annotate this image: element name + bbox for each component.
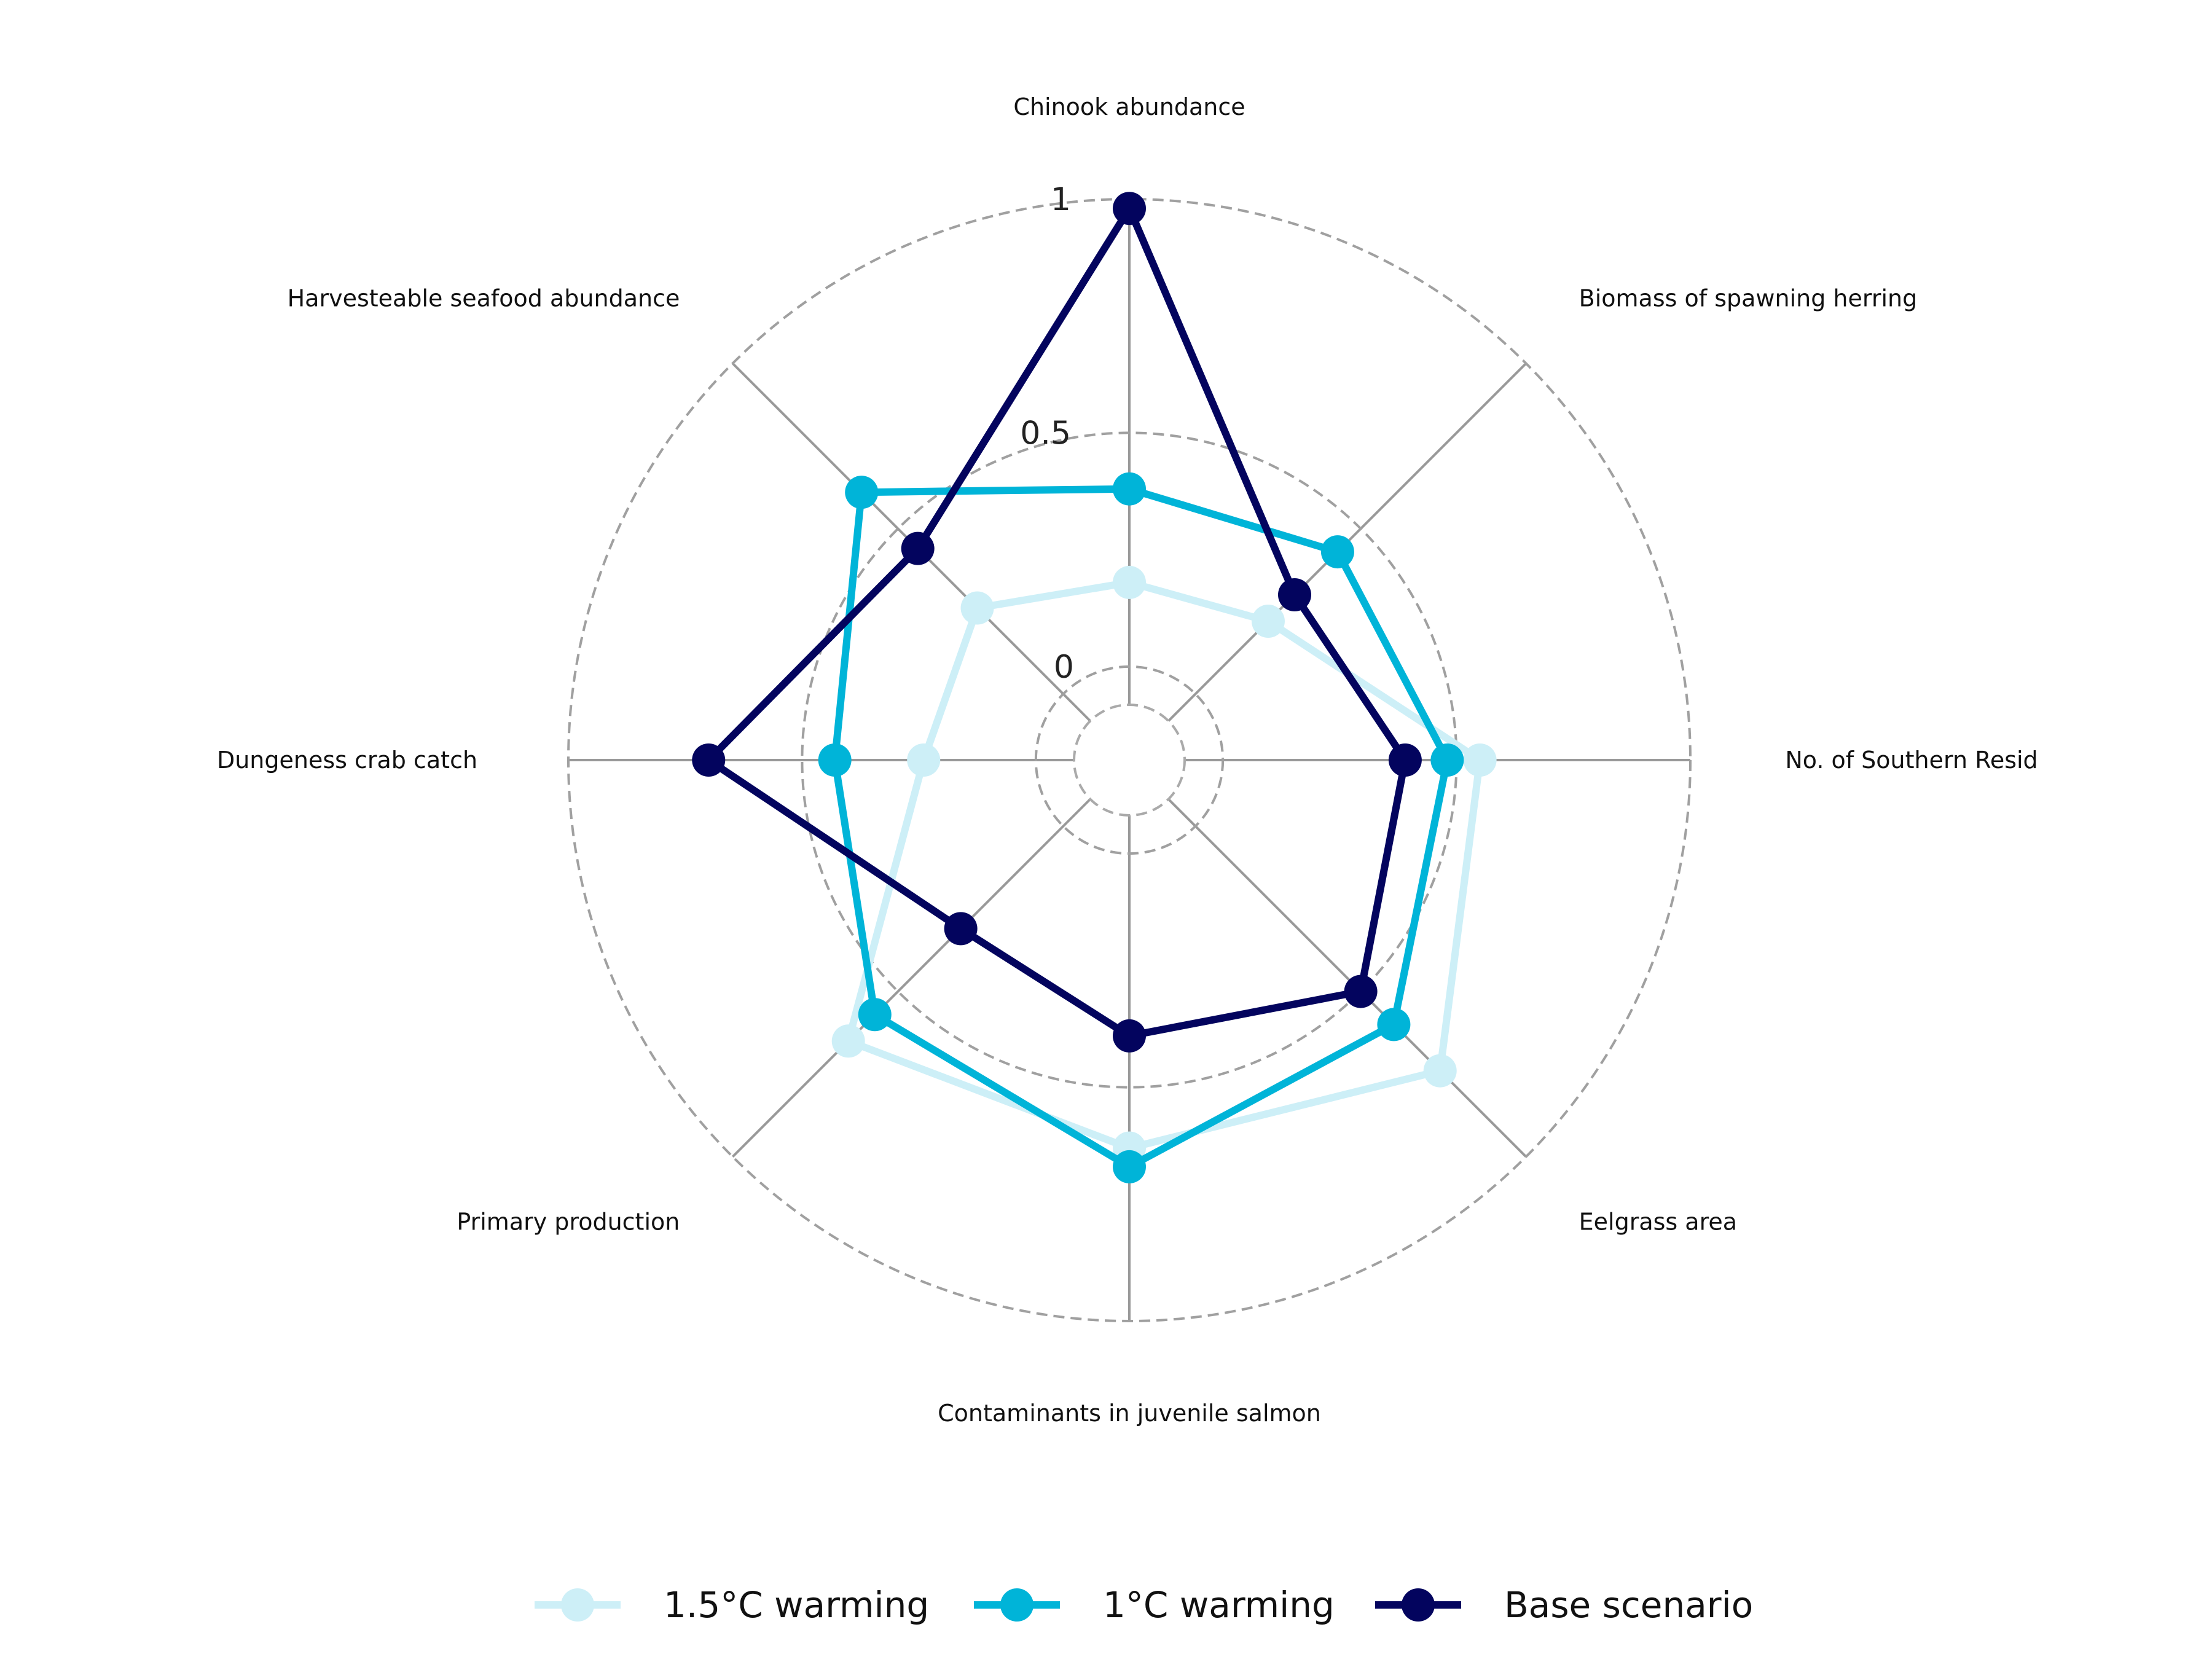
series-1-point-0 bbox=[1113, 472, 1146, 506]
axis-label-2: No. of Southern Resid bbox=[1785, 747, 2037, 774]
series-2-point-6 bbox=[692, 743, 726, 777]
legend-item-0: 1.5°C warming bbox=[535, 1584, 929, 1626]
series-0-point-0 bbox=[1113, 565, 1146, 599]
series-1-point-2 bbox=[1430, 743, 1464, 777]
series-2 bbox=[692, 192, 1422, 1053]
series-line-2 bbox=[705, 205, 1409, 1040]
tick-labels: 00.51 bbox=[1020, 181, 1074, 686]
legend-marker-0 bbox=[561, 1588, 594, 1622]
series-1-point-6 bbox=[818, 743, 852, 777]
axis-label-7: Harvesteable seafood abundance bbox=[288, 284, 680, 312]
axis-label-0: Chinook abundance bbox=[1013, 93, 1245, 120]
tick-label-0: 0 bbox=[1054, 649, 1074, 686]
series-2-point-0 bbox=[1113, 192, 1146, 226]
legend: 1.5°C warming 1°C warming Base scenario bbox=[535, 1584, 1753, 1626]
legend-marker-1 bbox=[1000, 1588, 1033, 1622]
series bbox=[692, 192, 1497, 1183]
series-1-point-7 bbox=[845, 476, 879, 509]
spoke-3 bbox=[1167, 798, 1528, 1158]
tick-label-2: 1 bbox=[1051, 181, 1071, 218]
series-0-point-3 bbox=[1423, 1054, 1457, 1088]
series-1-point-5 bbox=[858, 998, 892, 1032]
legend-item-1: 1°C warming bbox=[974, 1584, 1335, 1626]
series-2-point-2 bbox=[1388, 743, 1422, 777]
legend-label-0: 1.5°C warming bbox=[664, 1584, 929, 1626]
series-2-point-4 bbox=[1113, 1019, 1146, 1053]
series-1 bbox=[818, 472, 1464, 1183]
series-1-point-4 bbox=[1113, 1150, 1146, 1183]
series-2-point-3 bbox=[1344, 975, 1378, 1008]
series-2-point-5 bbox=[944, 912, 978, 946]
series-1-point-1 bbox=[1320, 535, 1354, 569]
series-0-point-2 bbox=[1463, 743, 1497, 777]
series-2-point-1 bbox=[1277, 578, 1311, 612]
series-2-point-7 bbox=[901, 531, 935, 565]
legend-marker-2 bbox=[1402, 1588, 1435, 1622]
tick-label-1: 0.5 bbox=[1020, 415, 1071, 452]
series-0-point-6 bbox=[907, 743, 941, 777]
grid-circle-center bbox=[1073, 704, 1186, 817]
axis-label-3: Eelgrass area bbox=[1579, 1209, 1737, 1236]
axis-label-4: Contaminants in juvenile salmon bbox=[938, 1400, 1321, 1427]
series-1-point-3 bbox=[1377, 1008, 1411, 1041]
legend-label-2: Base scenario bbox=[1504, 1584, 1753, 1626]
axis-label-6: Dungeness crab catch bbox=[217, 747, 477, 774]
series-0 bbox=[831, 565, 1497, 1165]
legend-item-2: Base scenario bbox=[1375, 1584, 1753, 1626]
series-0-point-5 bbox=[831, 1024, 865, 1058]
series-0-point-7 bbox=[960, 591, 994, 625]
axis-label-1: Biomass of spawning herring bbox=[1579, 284, 1918, 312]
spoke-5 bbox=[731, 798, 1091, 1158]
series-0-point-1 bbox=[1251, 605, 1285, 638]
legend-label-1: 1°C warming bbox=[1103, 1584, 1335, 1626]
grid-circle-0 bbox=[1034, 665, 1225, 855]
axis-labels: Chinook abundance Biomass of spawning her… bbox=[217, 93, 2038, 1427]
axis-label-5: Primary production bbox=[457, 1209, 680, 1236]
